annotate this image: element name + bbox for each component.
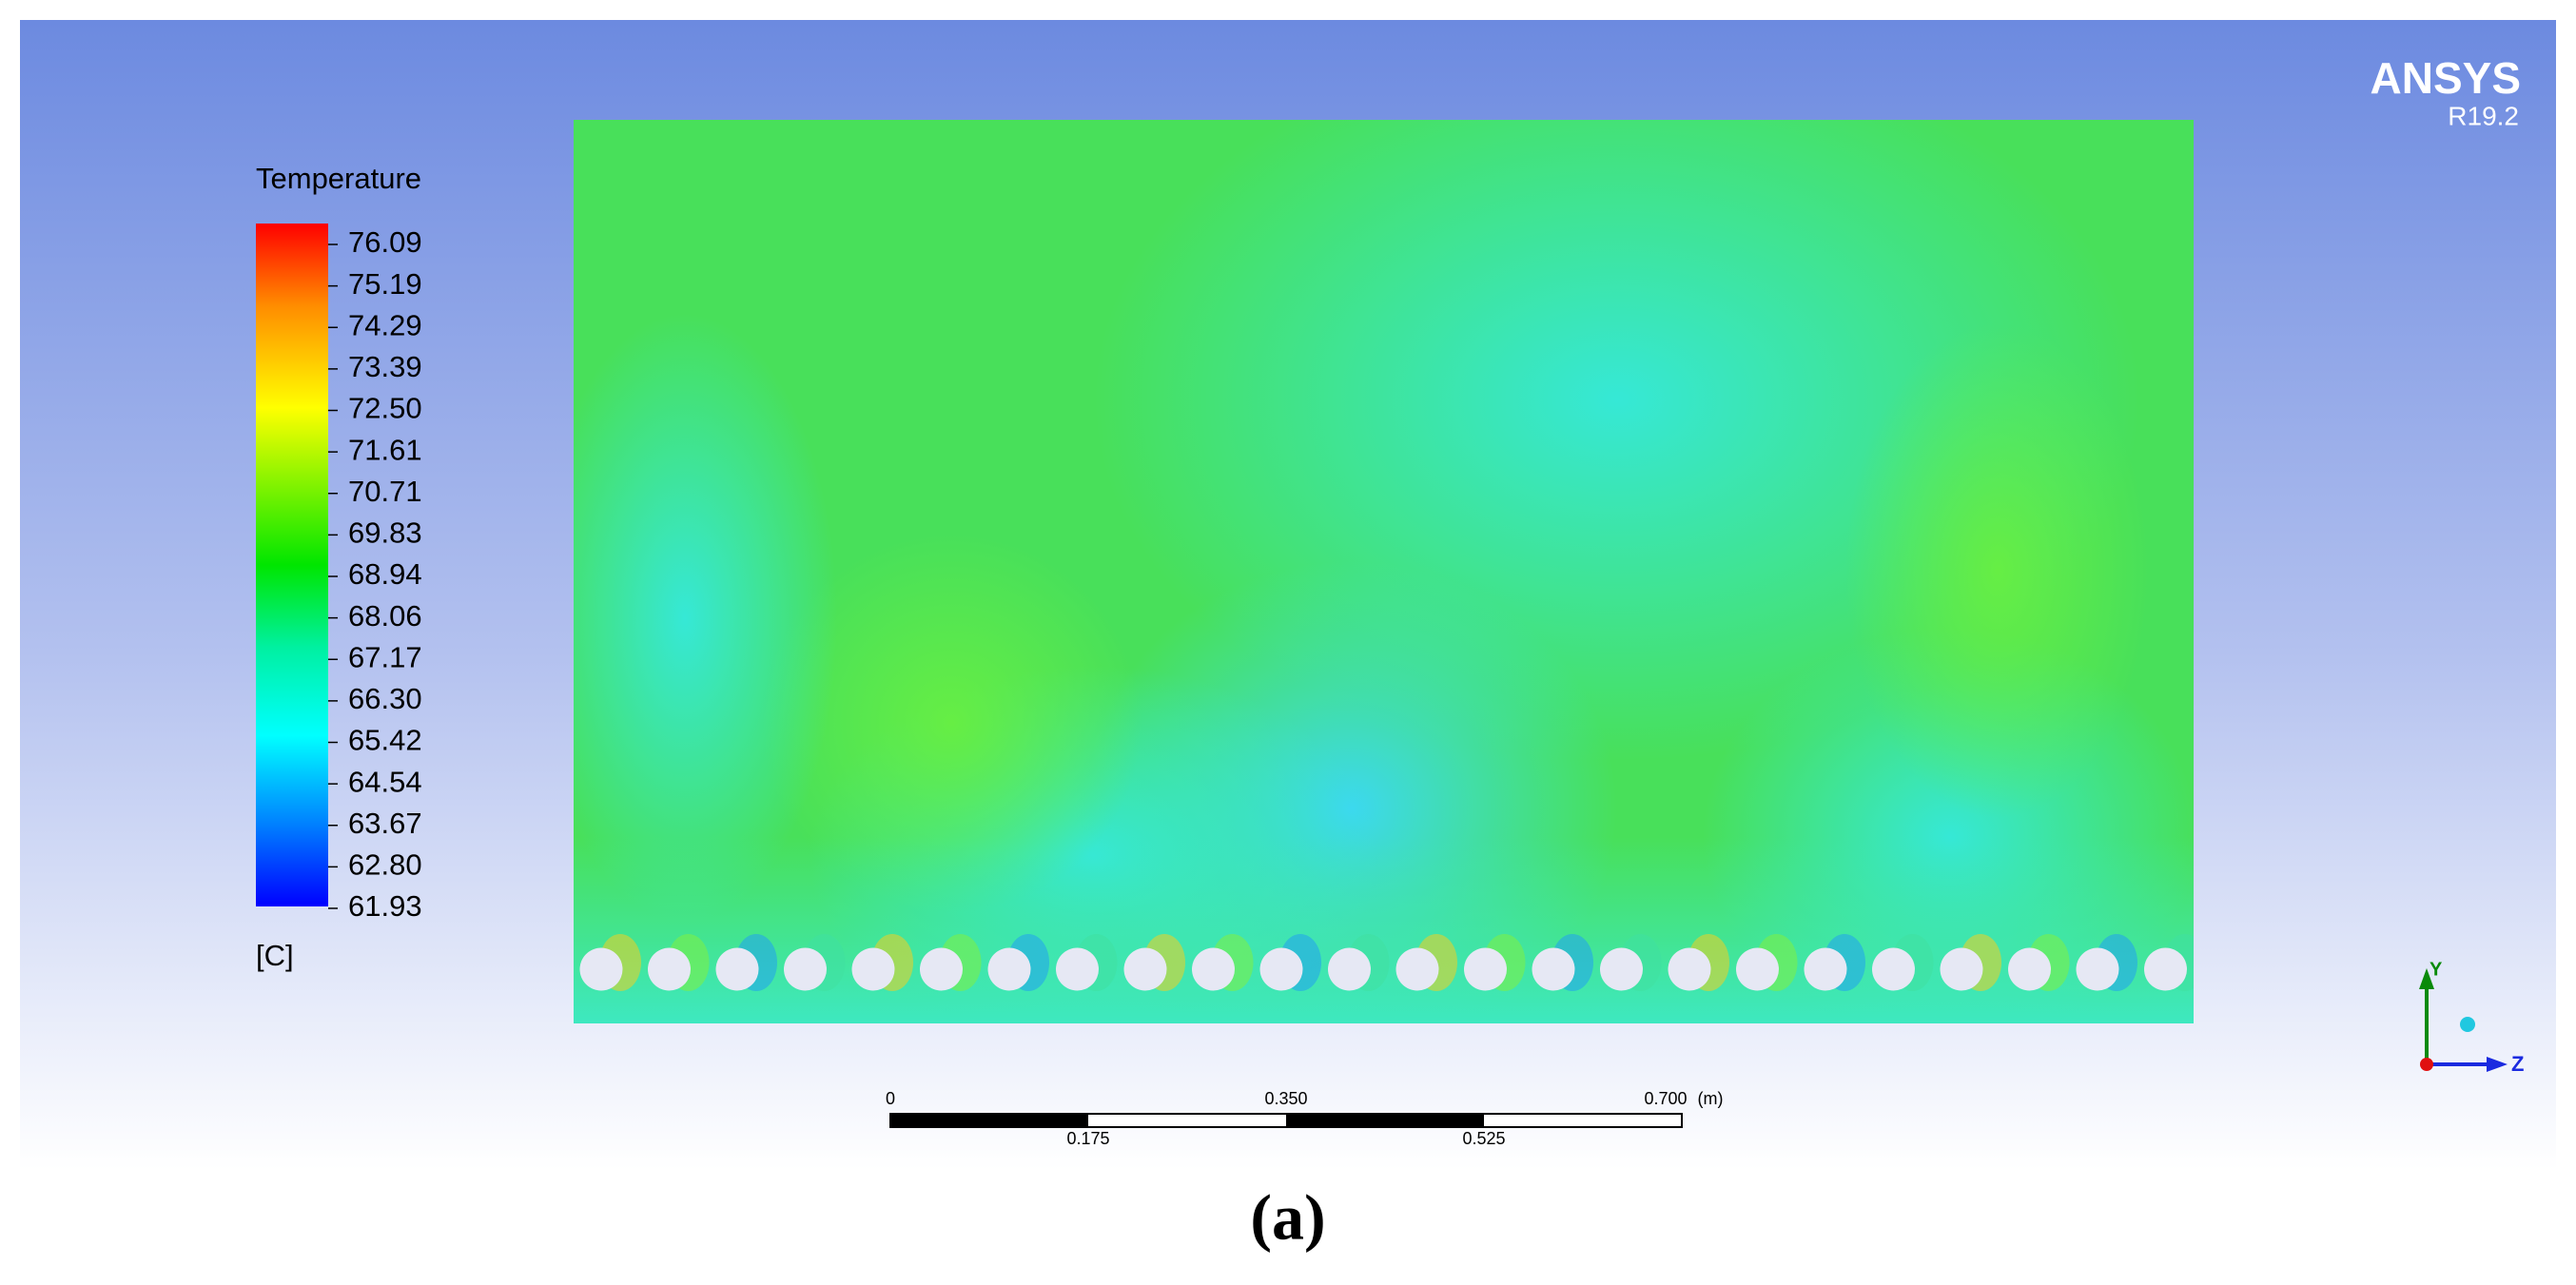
legend-label: 65.42	[348, 724, 422, 757]
tube	[1600, 947, 1643, 991]
legend-label: 71.61	[348, 433, 422, 466]
tube	[1056, 947, 1099, 991]
legend-label: 62.80	[348, 848, 422, 882]
caption: (a)	[1250, 1181, 1325, 1254]
legend-label: 69.83	[348, 516, 422, 550]
legend-label: 70.71	[348, 475, 422, 508]
scale-label: 0.350	[1264, 1089, 1307, 1108]
scale-label: 0.175	[1066, 1129, 1109, 1148]
legend-label: 68.06	[348, 599, 422, 633]
tube	[1259, 947, 1303, 991]
tube	[2076, 947, 2119, 991]
scale-label: 0.700	[1644, 1089, 1687, 1108]
scale-unit: (m)	[1698, 1089, 1724, 1108]
scale-label: 0.525	[1462, 1129, 1505, 1148]
legend-label: 75.19	[348, 267, 422, 301]
tube	[579, 947, 623, 991]
legend-label: 64.54	[348, 765, 422, 798]
legend-unit: [C]	[256, 939, 294, 972]
tube	[1668, 947, 1711, 991]
contour-field	[574, 120, 2194, 1023]
tube	[2144, 947, 2187, 991]
tube	[920, 947, 963, 991]
tube	[1192, 947, 1235, 991]
axis-label: Y	[2430, 959, 2443, 980]
tube	[715, 947, 759, 991]
scale-bar	[889, 1113, 1683, 1128]
axis-label: Z	[2511, 1052, 2524, 1076]
tube	[1872, 947, 1915, 991]
tube	[987, 947, 1031, 991]
legend-label: 63.67	[348, 807, 422, 840]
tube	[648, 947, 691, 991]
tube	[2008, 947, 2051, 991]
legend-label: 73.39	[348, 350, 422, 383]
legend-bar	[256, 224, 328, 906]
tube	[1940, 947, 1983, 991]
legend-label: 66.30	[348, 682, 422, 715]
tube	[1736, 947, 1779, 991]
tube	[1804, 947, 1847, 991]
tube	[784, 947, 827, 991]
tube	[851, 947, 895, 991]
logo-version: R19.2	[2448, 101, 2519, 130]
legend-label: 68.94	[348, 557, 422, 591]
scale-label: 0	[886, 1089, 895, 1108]
tube	[1395, 947, 1439, 991]
legend-label: 61.93	[348, 889, 422, 923]
legend-label: 72.50	[348, 392, 422, 425]
tube	[1464, 947, 1507, 991]
legend-title: Temperature	[256, 162, 421, 195]
legend-label: 74.29	[348, 308, 422, 341]
logo-name: ANSYS	[2371, 53, 2521, 103]
legend-label: 76.09	[348, 225, 422, 259]
tube	[1328, 947, 1371, 991]
legend-label: 67.17	[348, 640, 422, 673]
axis-triad	[2419, 968, 2508, 1072]
tube	[1123, 947, 1167, 991]
tube	[1532, 947, 1575, 991]
